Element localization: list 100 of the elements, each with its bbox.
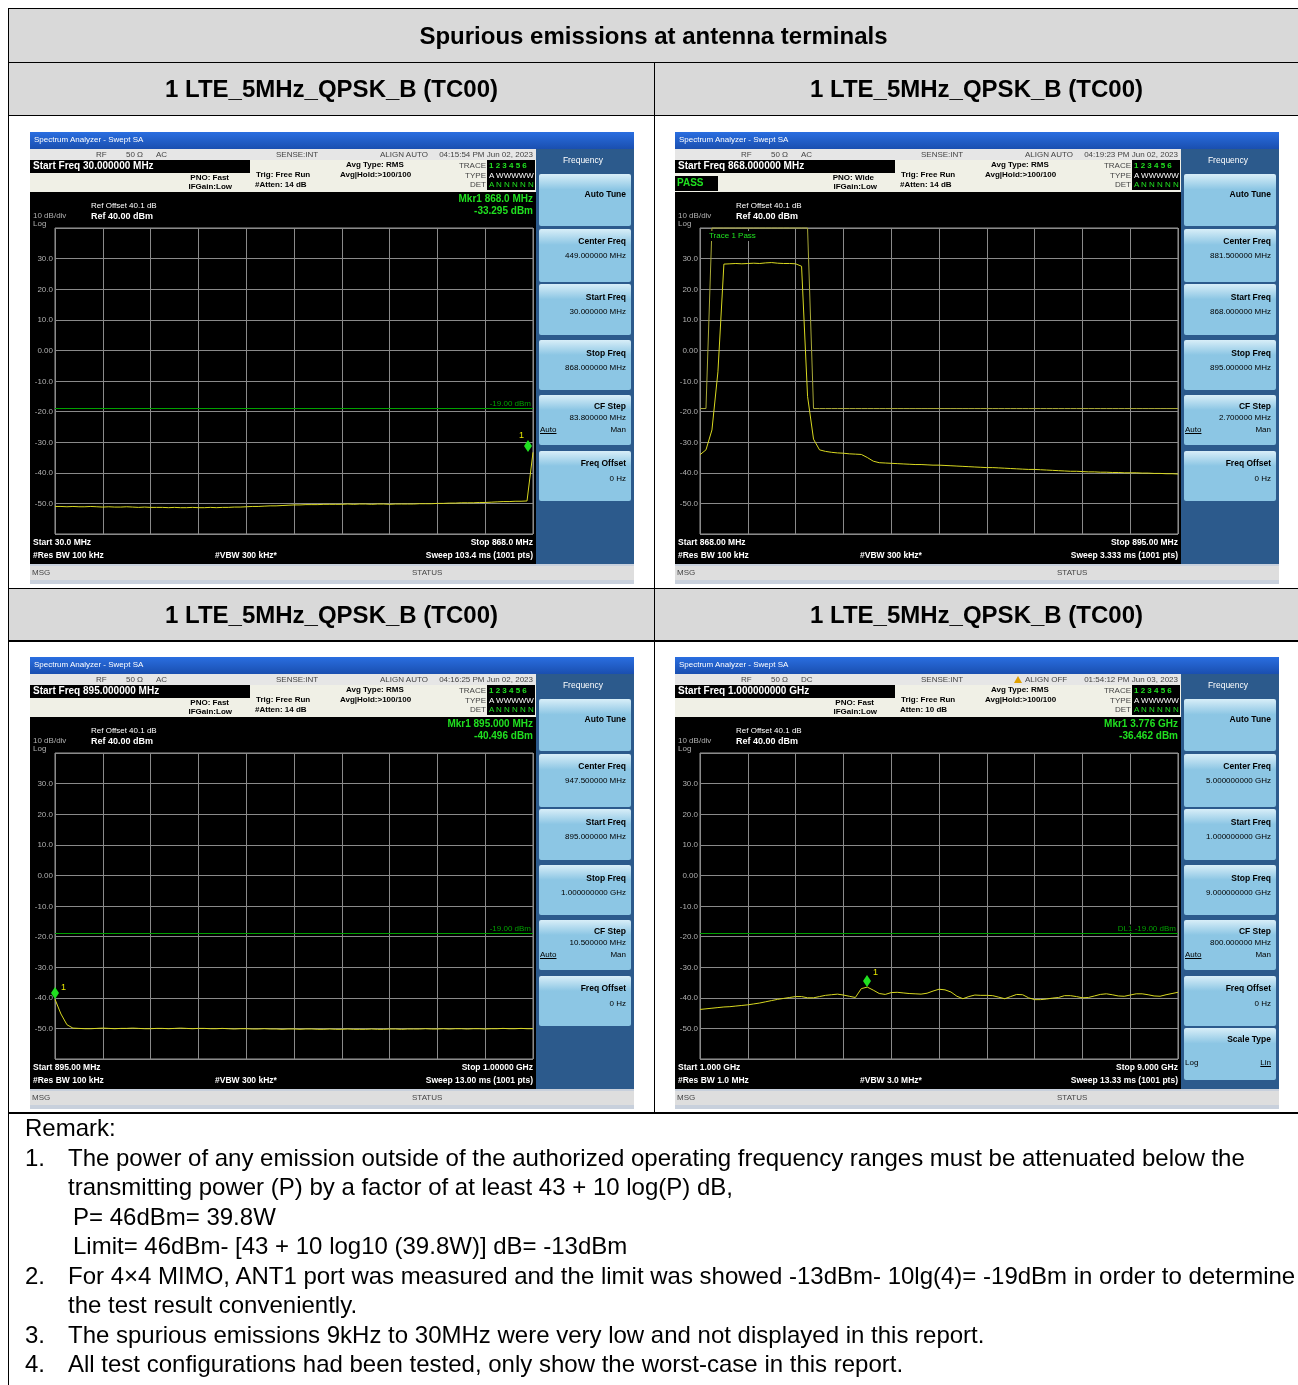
- text: Avg Type: RMS: [991, 160, 1049, 169]
- y-tick-label: -20.0: [679, 407, 699, 417]
- y-tick-label: -50.0: [679, 498, 699, 508]
- text: A WWWWW: [1134, 695, 1179, 705]
- y-tick-label: 20.0: [37, 284, 54, 294]
- text: 30.000000 MHz: [569, 307, 626, 316]
- annotation: 1: [519, 430, 525, 440]
- text: 1 2 3 4 5 6: [1134, 686, 1172, 695]
- text: A N N N N N: [1134, 705, 1179, 714]
- text: TYPE: [1110, 170, 1131, 180]
- text: 1. The power of any emission outside of the authorized operating frequency ranges must be attenuated below the transmitting power (P) by a factor of at least 43 + 10 log(P) dB,: [25, 1142, 1246, 1202]
- y-tick-label: -30.0: [679, 437, 699, 447]
- text: Ref 40.00 dBm: [736, 211, 799, 221]
- text: MSG: [32, 568, 51, 577]
- y-tick-label: 0.00: [37, 870, 54, 880]
- annotation: 1: [61, 982, 67, 992]
- text: Center Freq: [1223, 761, 1271, 771]
- text: Spectrum Analyzer - Swept SA: [34, 660, 144, 669]
- text: Atten: 10 dB: [900, 705, 948, 714]
- text: Start Freq: [1230, 292, 1271, 302]
- text: #VBW 3.0 MHz*: [860, 1075, 922, 1085]
- text: PNO: Wide: [832, 173, 874, 182]
- text: 10.500000 MHz: [569, 938, 626, 947]
- text: 947.500000 MHz: [565, 776, 626, 785]
- y-tick-label: 30.0: [37, 254, 54, 264]
- text: RF: [96, 674, 107, 684]
- text: 1.000000000 GHz: [561, 888, 626, 897]
- text: Auto: [1185, 950, 1202, 959]
- y-tick-label: -40.0: [34, 468, 54, 478]
- text: Remark:: [25, 1113, 117, 1143]
- text: Center Freq: [578, 236, 626, 246]
- text: DET: [1115, 180, 1131, 189]
- text: Mkr1 3.776 GHz: [1104, 718, 1178, 729]
- text: Log: [678, 219, 692, 228]
- annotation: Trace 1 Pass: [706, 231, 759, 241]
- text: Freq Offset: [1225, 983, 1271, 993]
- text: Log: [33, 744, 47, 753]
- text: Stop 895.00 MHz: [1110, 537, 1178, 547]
- text: Avg|Hold:>100/100: [340, 694, 412, 704]
- text: ALIGN OFF: [1025, 674, 1068, 684]
- text: Avg Type: RMS: [346, 160, 404, 169]
- text: Man: [610, 950, 626, 959]
- text: Spectrum Analyzer - Swept SA: [679, 135, 789, 144]
- text: CF Step: [593, 926, 626, 936]
- text: Stop Freq: [1231, 873, 1271, 883]
- text: A N N N N N: [1134, 180, 1179, 189]
- text: Auto: [540, 425, 557, 434]
- text: Start 868.00 MHz: [678, 537, 746, 547]
- text: Auto Tune: [584, 189, 626, 199]
- text: Ref Offset 40.1 dB: [91, 201, 157, 210]
- text: Man: [1255, 425, 1271, 434]
- y-tick-label: -40.0: [679, 993, 699, 1003]
- text: Frequency: [1207, 680, 1249, 690]
- y-tick-label: 0.00: [682, 345, 699, 355]
- text: 1 2 3 4 5 6: [489, 686, 527, 695]
- y-tick-label: -50.0: [679, 1023, 699, 1033]
- y-tick-label: 10.0: [682, 840, 699, 850]
- text: PASS: [675, 176, 718, 191]
- text: SENSE:INT: [921, 149, 964, 159]
- text: SENSE:INT: [276, 149, 319, 159]
- text: 04:19:23 PM Jun 02, 2023: [1084, 149, 1178, 159]
- text: Mkr1 895.000 MHz: [447, 718, 533, 729]
- text: Start Freq: [585, 292, 626, 302]
- text: #Res BW 100 kHz: [678, 550, 749, 560]
- text: 5.000000000 GHz: [1206, 776, 1271, 785]
- y-tick-label: -50.0: [34, 1023, 54, 1033]
- chart-title: 1 LTE_5MHz_QPSK_B (TC00): [654, 62, 1298, 116]
- text: Spectrum Analyzer - Swept SA: [34, 135, 144, 144]
- text: Trig: Free Run: [256, 695, 311, 704]
- text: IFGain:Low: [833, 182, 877, 191]
- text: STATUS: [1057, 1093, 1088, 1102]
- text: TRACE: [458, 161, 486, 170]
- text: Auto Tune: [584, 714, 626, 724]
- text: DET: [470, 180, 486, 189]
- text: Auto: [1185, 425, 1202, 434]
- y-tick-label: -10.0: [679, 901, 699, 911]
- text: 1 2 3 4 5 6: [1134, 161, 1172, 170]
- y-tick-label: -20.0: [679, 932, 699, 942]
- text: 0 Hz: [1254, 474, 1271, 483]
- text: Stop Freq: [1231, 348, 1271, 358]
- text: Center Freq: [578, 761, 626, 771]
- text: #VBW 300 kHz*: [860, 550, 922, 560]
- text: Frequency: [562, 155, 604, 165]
- text: #Atten: 14 dB: [900, 180, 952, 189]
- text: Spectrum Analyzer - Swept SA: [679, 660, 789, 669]
- text: SENSE:INT: [921, 674, 964, 684]
- text: IFGain:Low: [188, 182, 232, 191]
- text: Stop 868.0 MHz: [470, 537, 533, 547]
- text: Stop Freq: [586, 873, 626, 883]
- text: Start 895.00 MHz: [33, 1062, 101, 1072]
- text: Ref Offset 40.1 dB: [736, 726, 802, 735]
- text: 881.500000 MHz: [1210, 251, 1271, 260]
- y-tick-label: 10.0: [37, 315, 54, 325]
- text: P= 46dBm= 39.8W: [72, 1201, 277, 1231]
- text: 10 dB/div: [678, 211, 712, 220]
- text: 2.700000 MHz: [1218, 413, 1271, 422]
- text: 868.000000 MHz: [565, 363, 626, 372]
- text: Start Freq 30.000000 MHz: [33, 160, 154, 171]
- text: A N N N N N: [489, 705, 534, 714]
- text: AC: [156, 149, 168, 159]
